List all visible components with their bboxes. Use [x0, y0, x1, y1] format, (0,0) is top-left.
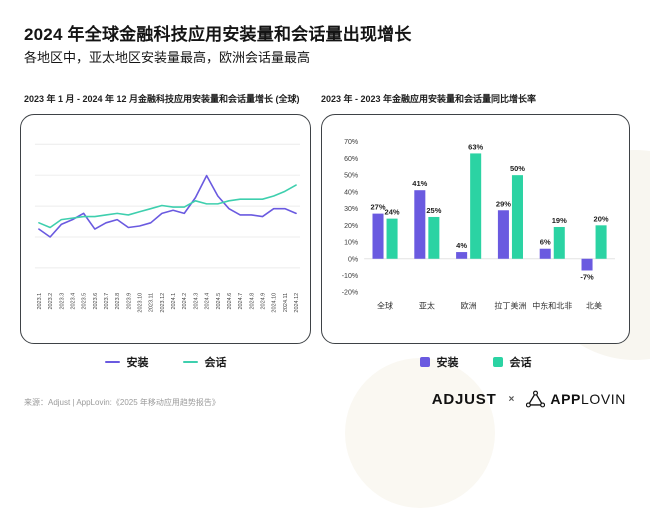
svg-text:-7%: -7% — [580, 272, 594, 281]
svg-text:2023.11: 2023.11 — [149, 293, 155, 312]
line-chart-panel: 2023.1 2023.2 2023.3 2023.4 2023.5 2023.6 2023… — [20, 114, 311, 344]
decorative-circle-bottom — [345, 358, 495, 508]
svg-text:20%: 20% — [344, 223, 358, 230]
svg-text:2024.10: 2024.10 — [272, 293, 278, 313]
svg-text:中东和北非: 中东和北非 — [532, 300, 572, 310]
bar-chart: 70% 60% 50% 40% 30% 20% 10% 0% -10% -20% 27%24% 全球 4… — [342, 139, 615, 310]
applovin-logo: APPLOVIN — [526, 390, 626, 408]
line-chart: 2023.1 2023.2 2023.3 2023.4 2023.5 2023.6 2023… — [34, 143, 300, 313]
legend-item-sessions: 会话 — [182, 354, 227, 370]
svg-text:拉丁美洲: 拉丁美洲 — [494, 300, 526, 310]
applovin-triangle-icon — [526, 390, 546, 408]
svg-text:2023.8: 2023.8 — [115, 293, 121, 310]
svg-text:2024.1: 2024.1 — [171, 293, 177, 310]
applovin-wordmark: APPLOVIN — [550, 391, 626, 407]
svg-text:欧洲: 欧洲 — [461, 300, 477, 310]
bar-chart-panel: 70% 60% 50% 40% 30% 20% 10% 0% -10% -20% 27% 24% 全球 4… — [321, 114, 630, 344]
installs-square-swatch — [419, 357, 430, 367]
svg-text:50%: 50% — [344, 173, 358, 180]
svg-text:41%: 41% — [412, 179, 427, 188]
svg-text:2023.12: 2023.12 — [160, 293, 166, 313]
line-chart-caption: 2023 年 1 月 - 2024 年 12 月金融科技应用安装量和会话量增长 … — [24, 94, 300, 104]
svg-text:北美: 北美 — [586, 300, 602, 310]
svg-text:10%: 10% — [344, 240, 358, 247]
page-title: 2024 年全球金融科技应用安装量和会话量出现增长 — [24, 25, 412, 44]
svg-text:-10%: -10% — [342, 273, 358, 280]
installs-line-swatch — [104, 360, 120, 364]
svg-text:2024.11: 2024.11 — [283, 293, 289, 312]
source-text: 来源：Adjust | AppLovin:《2025 年移动应用趋势报告》 — [24, 398, 220, 407]
svg-text:40%: 40% — [344, 189, 358, 196]
logo-separator: × — [508, 393, 515, 405]
svg-text:6%: 6% — [540, 238, 551, 247]
svg-text:29%: 29% — [496, 199, 511, 208]
svg-text:2023.7: 2023.7 — [104, 293, 110, 310]
svg-text:2024.5: 2024.5 — [216, 293, 222, 310]
line-chart-legend: 安装 会话 — [20, 354, 311, 370]
legend-item-sessions: 会话 — [492, 354, 532, 370]
svg-text:2023.3: 2023.3 — [59, 293, 65, 310]
svg-text:2024.6: 2024.6 — [227, 293, 233, 310]
sessions-square-swatch — [492, 357, 503, 367]
svg-text:2024.3: 2024.3 — [193, 293, 199, 310]
svg-text:2024.9: 2024.9 — [261, 293, 267, 310]
svg-text:63%: 63% — [468, 142, 483, 151]
svg-text:2024.4: 2024.4 — [205, 293, 211, 310]
sessions-line-swatch — [182, 360, 198, 364]
bar-chart-caption: 2023 年 - 2023 年金融应用安装量和会话量同比增长率 — [321, 94, 537, 104]
bar-chart-legend: 安装 会话 — [321, 354, 630, 370]
svg-text:2024.7: 2024.7 — [238, 293, 244, 310]
svg-text:2023.5: 2023.5 — [82, 293, 88, 310]
svg-text:2024.8: 2024.8 — [249, 293, 255, 310]
legend-label: 安装 — [436, 357, 459, 369]
svg-text:60%: 60% — [344, 156, 358, 163]
svg-text:24%: 24% — [385, 208, 400, 217]
svg-text:19%: 19% — [552, 216, 567, 225]
svg-text:2023.4: 2023.4 — [70, 293, 76, 310]
svg-text:2023.10: 2023.10 — [138, 293, 144, 313]
svg-text:27%: 27% — [370, 203, 385, 212]
svg-text:2023.1: 2023.1 — [37, 293, 43, 310]
svg-text:50%: 50% — [510, 164, 525, 173]
legend-item-installs: 安装 — [419, 354, 459, 370]
svg-text:20%: 20% — [594, 214, 609, 223]
legend-label: 会话 — [204, 357, 227, 369]
svg-text:4%: 4% — [456, 241, 467, 250]
page-subtitle: 各地区中，亚太地区安装量最高，欧洲会话量最高 — [24, 50, 311, 65]
svg-text:25%: 25% — [426, 206, 441, 215]
svg-text:2024.2: 2024.2 — [182, 293, 188, 310]
svg-text:0%: 0% — [348, 256, 358, 263]
footer-logos: ADJUST × APPLOVIN — [432, 390, 626, 408]
svg-text:-20%: -20% — [342, 290, 358, 297]
legend-label: 会话 — [509, 357, 532, 369]
svg-text:2023.2: 2023.2 — [48, 293, 54, 310]
svg-text:70%: 70% — [344, 139, 358, 146]
svg-text:2023.6: 2023.6 — [93, 293, 99, 310]
svg-text:2023.9: 2023.9 — [126, 293, 132, 310]
svg-text:2024.12: 2024.12 — [294, 293, 300, 313]
svg-text:亚太: 亚太 — [419, 300, 435, 310]
adjust-logo: ADJUST — [431, 390, 497, 408]
legend-label: 安装 — [126, 357, 149, 369]
svg-text:全球: 全球 — [377, 300, 393, 310]
svg-text:30%: 30% — [344, 206, 358, 213]
legend-item-installs: 安装 — [104, 354, 149, 370]
